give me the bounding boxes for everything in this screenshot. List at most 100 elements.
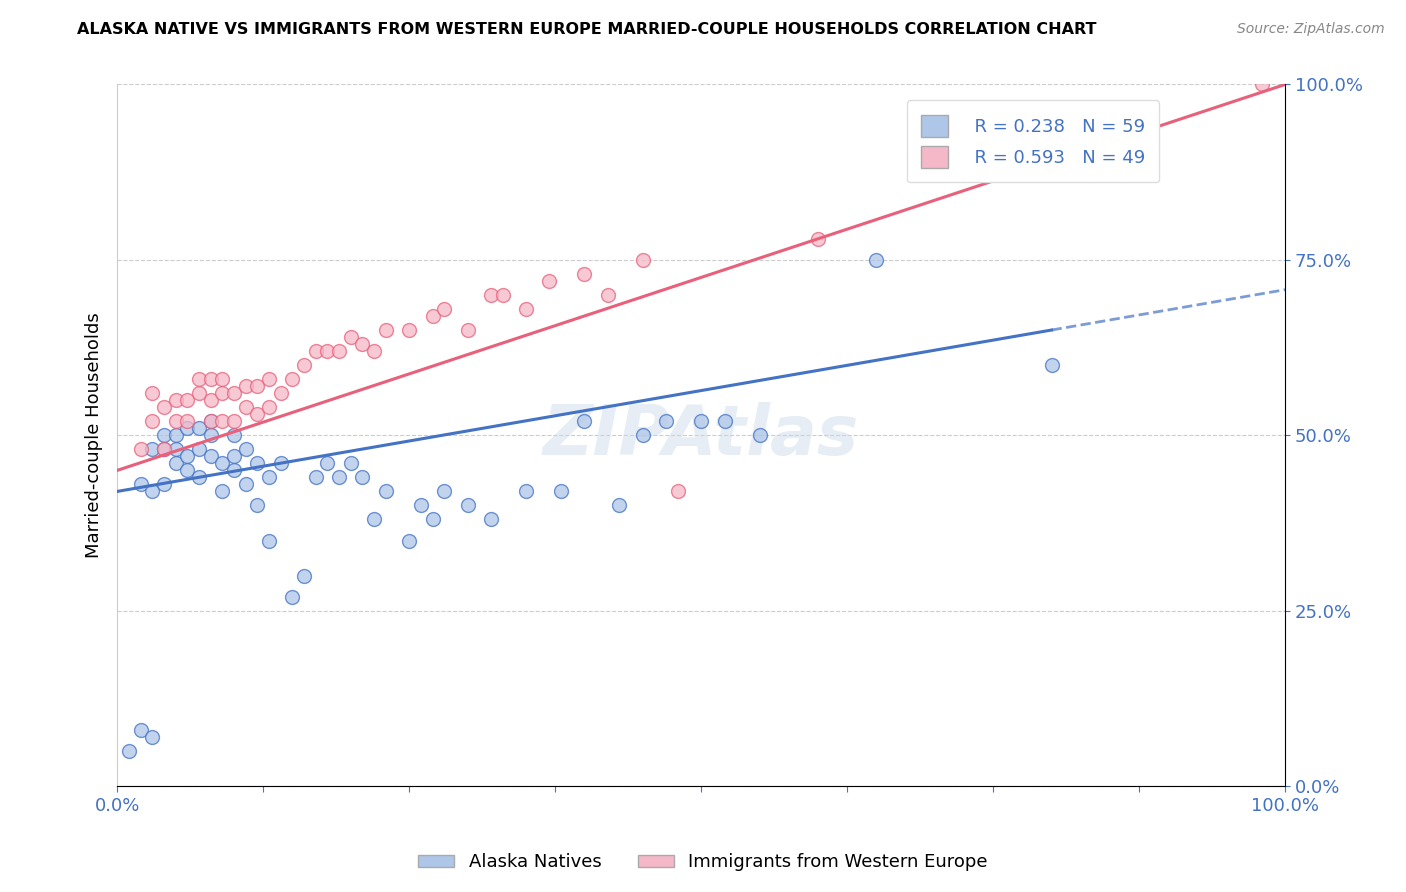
Point <box>807 232 830 246</box>
Point <box>176 393 198 408</box>
Point <box>153 477 176 491</box>
Point <box>257 372 280 386</box>
Point <box>129 477 152 491</box>
Point <box>690 414 713 428</box>
Point <box>328 344 350 359</box>
Point <box>457 323 479 337</box>
Point <box>374 484 396 499</box>
Point <box>153 442 176 457</box>
Point <box>141 442 163 457</box>
Point <box>187 372 209 386</box>
Point <box>352 470 374 484</box>
Point <box>292 568 315 582</box>
Point <box>398 533 420 548</box>
Point <box>222 428 245 442</box>
Point <box>713 414 735 428</box>
Point <box>257 470 280 484</box>
Point <box>235 401 257 415</box>
Point <box>200 450 222 464</box>
Point <box>281 372 304 386</box>
Point <box>200 393 222 408</box>
Point <box>491 288 513 302</box>
Point <box>550 484 572 499</box>
Point <box>479 288 502 302</box>
Point <box>141 730 163 744</box>
Point <box>433 484 456 499</box>
Point <box>363 344 385 359</box>
Point <box>246 379 269 393</box>
Point <box>270 456 292 470</box>
Point <box>281 590 304 604</box>
Point <box>153 401 176 415</box>
Point <box>246 499 269 513</box>
Point <box>609 499 631 513</box>
Point <box>666 484 689 499</box>
Point <box>352 337 374 351</box>
Point <box>1250 78 1272 92</box>
Text: ZIPAtlas: ZIPAtlas <box>543 401 859 469</box>
Point <box>305 344 328 359</box>
Point <box>211 414 233 428</box>
Y-axis label: Married-couple Households: Married-couple Households <box>86 312 103 558</box>
Point <box>246 456 269 470</box>
Point <box>292 358 315 372</box>
Point <box>235 379 257 393</box>
Point <box>422 309 444 323</box>
Point <box>339 330 361 344</box>
Point <box>165 428 187 442</box>
Point <box>409 499 432 513</box>
Point <box>655 414 678 428</box>
Point <box>538 274 561 288</box>
Legend: Alaska Natives, Immigrants from Western Europe: Alaska Natives, Immigrants from Western … <box>411 847 995 879</box>
Point <box>187 470 209 484</box>
Point <box>363 512 385 526</box>
Point <box>574 267 596 281</box>
Point <box>165 414 187 428</box>
Point <box>374 323 396 337</box>
Text: ALASKA NATIVE VS IMMIGRANTS FROM WESTERN EUROPE MARRIED-COUPLE HOUSEHOLDS CORREL: ALASKA NATIVE VS IMMIGRANTS FROM WESTERN… <box>77 22 1097 37</box>
Point <box>187 421 209 435</box>
Point <box>141 414 163 428</box>
Point <box>222 386 245 401</box>
Point <box>129 723 152 737</box>
Point <box>316 344 339 359</box>
Point <box>631 428 654 442</box>
Point <box>200 414 222 428</box>
Point <box>187 386 209 401</box>
Text: Source: ZipAtlas.com: Source: ZipAtlas.com <box>1237 22 1385 37</box>
Point <box>141 484 163 499</box>
Point <box>246 407 269 421</box>
Legend:   R = 0.238   N = 59,   R = 0.593   N = 49: R = 0.238 N = 59, R = 0.593 N = 49 <box>907 101 1160 183</box>
Point <box>222 463 245 477</box>
Point <box>176 463 198 477</box>
Point <box>398 323 420 337</box>
Point <box>129 442 152 457</box>
Point <box>165 456 187 470</box>
Point <box>235 442 257 457</box>
Point <box>118 744 141 758</box>
Point <box>200 428 222 442</box>
Point <box>865 252 887 267</box>
Point <box>316 456 339 470</box>
Point <box>574 414 596 428</box>
Point <box>1040 358 1063 372</box>
Point <box>211 386 233 401</box>
Point <box>222 450 245 464</box>
Point <box>479 512 502 526</box>
Point <box>631 252 654 267</box>
Point <box>211 456 233 470</box>
Point <box>165 442 187 457</box>
Point <box>176 421 198 435</box>
Point <box>176 414 198 428</box>
Point <box>200 414 222 428</box>
Point <box>153 442 176 457</box>
Point <box>141 386 163 401</box>
Point <box>211 484 233 499</box>
Point <box>596 288 619 302</box>
Point <box>176 450 198 464</box>
Point <box>235 477 257 491</box>
Point <box>187 442 209 457</box>
Point <box>200 372 222 386</box>
Point <box>165 393 187 408</box>
Point <box>339 456 361 470</box>
